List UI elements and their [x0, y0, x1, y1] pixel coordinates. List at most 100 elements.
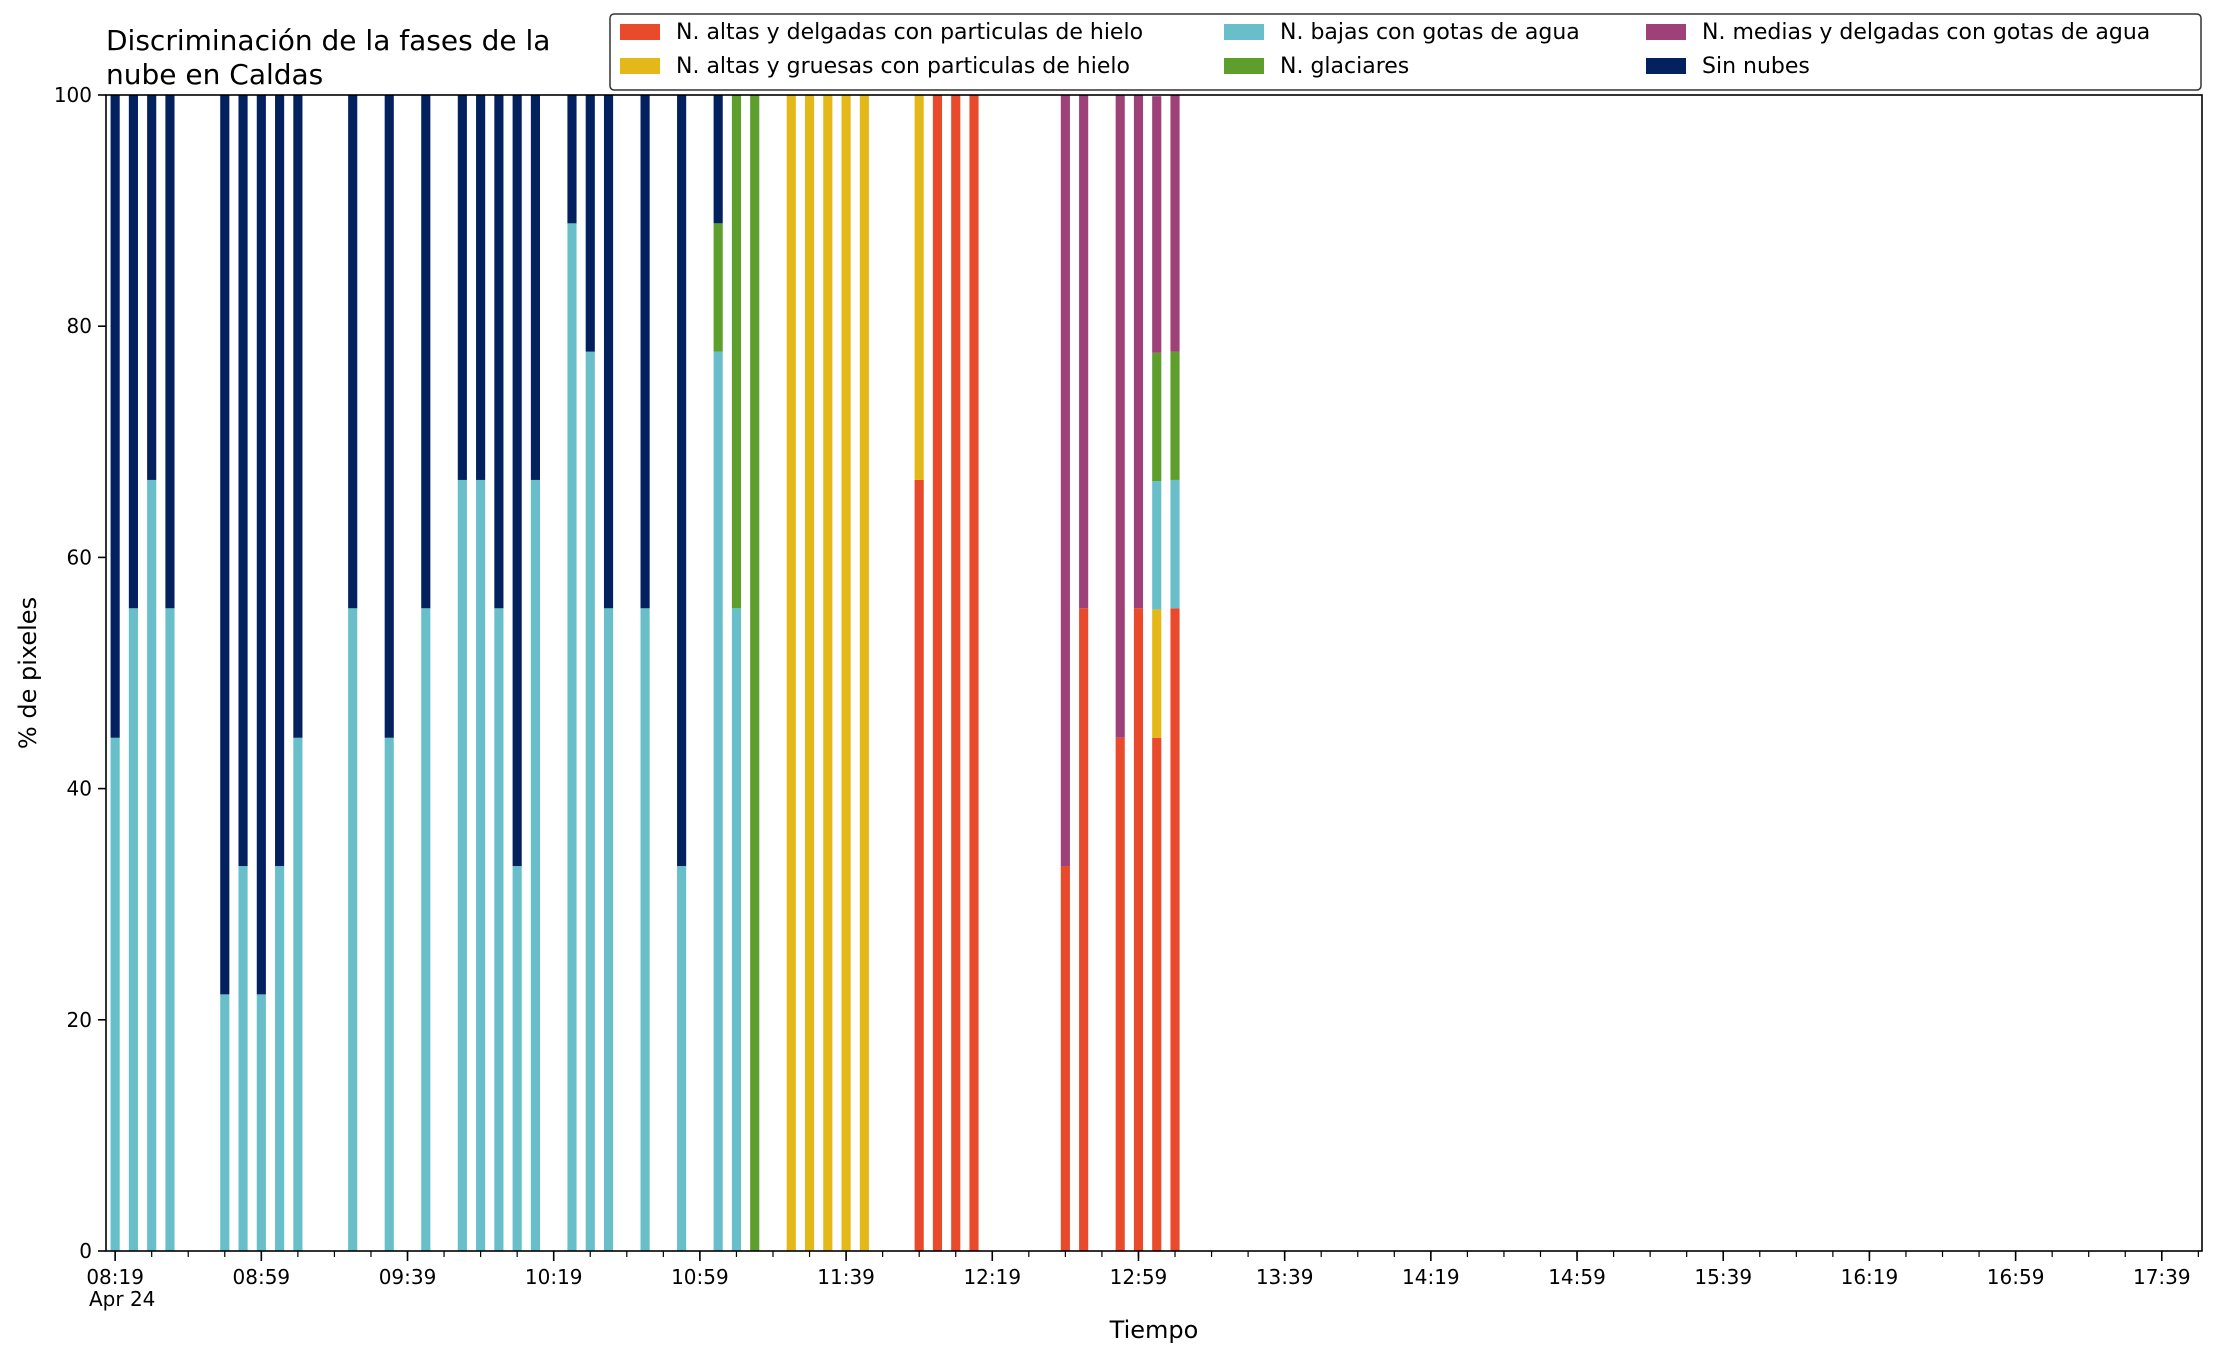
legend: N. altas y delgadas con particulas de hi… — [609, 13, 2202, 91]
legend-label-glaciares: N. glaciares — [1280, 54, 1409, 79]
bar-segment-bajas-11 — [421, 608, 431, 1251]
bar-segment-sin_nubes-10 — [384, 95, 394, 738]
bar-segment-bajas-23 — [731, 608, 742, 1251]
bars — [110, 95, 1180, 1251]
bar-segment-bajas-1 — [128, 608, 138, 1251]
x-tick-label-10: 14:59 — [1548, 1265, 1606, 1289]
y-tick-label-0: 0 — [79, 1239, 92, 1263]
bar-segment-sin_nubes-20 — [640, 95, 650, 609]
bar-segment-bajas-4 — [220, 994, 230, 1251]
y-tick-label-2: 40 — [67, 777, 92, 801]
bar-segment-bajas-9 — [348, 608, 358, 1251]
bar-segment-sin_nubes-21 — [677, 95, 687, 867]
bar-segment-bajas-10 — [384, 737, 394, 1251]
bar-segment-medias-37 — [1133, 95, 1144, 609]
bar-segment-sin_nubes-22 — [713, 95, 723, 224]
bar-segment-bajas-5 — [238, 866, 248, 1251]
bar-segment-medias-36 — [1115, 95, 1125, 738]
bar-segment-bajas-15 — [512, 866, 522, 1251]
legend-label-bajas: N. bajas con gotas de agua — [1280, 20, 1580, 45]
bar-segment-bajas-21 — [677, 866, 687, 1251]
bar-segment-altas_delgadas-32 — [951, 95, 961, 1251]
legend-label-sin_nubes: Sin nubes — [1702, 54, 1810, 79]
bar-segment-sin_nubes-17 — [567, 95, 577, 224]
bar-segment-sin_nubes-1 — [128, 95, 138, 609]
bar-segment-sin_nubes-8 — [293, 95, 303, 738]
bar-segment-bajas-18 — [585, 351, 595, 1251]
bar-segment-bajas-38 — [1152, 481, 1162, 610]
bar-segment-sin_nubes-18 — [585, 95, 595, 352]
bar-segment-altas_delgadas-33 — [969, 95, 979, 1251]
bar-segment-sin_nubes-15 — [512, 95, 522, 867]
bar-segment-medias-38 — [1152, 96, 1162, 353]
x-tick-label-3: 10:19 — [525, 1265, 583, 1289]
bar-segment-bajas-19 — [603, 608, 614, 1251]
plot-frame — [105, 94, 2203, 1252]
bar-segment-altas_delgadas-39 — [1170, 608, 1180, 1251]
legend-swatch-sin_nubes — [1646, 58, 1686, 74]
x-tick-label-11: 15:39 — [1694, 1265, 1752, 1289]
bar-segment-bajas-22 — [713, 351, 723, 1251]
bar-segment-altas_delgadas-36 — [1115, 737, 1125, 1251]
chart-title-line-1: Discriminación de la fases de la — [106, 24, 550, 57]
bar-segment-altas_gruesas-30 — [914, 95, 924, 480]
x-tick-label-12: 16:19 — [1841, 1265, 1899, 1289]
bar-segment-altas_gruesas-27 — [823, 95, 833, 1251]
bar-segment-bajas-2 — [147, 479, 157, 1251]
x-tick-label-2: 09:39 — [379, 1265, 437, 1289]
bar-segment-sin_nubes-19 — [603, 95, 614, 609]
x-tick-label-4: 10:59 — [671, 1265, 729, 1289]
bar-segment-sin_nubes-12 — [457, 95, 467, 480]
legend-swatch-glaciares — [1224, 58, 1264, 74]
bar-segment-bajas-17 — [567, 223, 577, 1251]
legend-swatch-bajas — [1224, 24, 1264, 40]
x-tick-label-13: 16:59 — [1987, 1265, 2045, 1289]
legend-swatch-medias — [1646, 24, 1686, 40]
y-axis: 0 20 40 60 80 100 — [54, 83, 106, 1263]
x-tick-label-14: 17:39 — [2133, 1265, 2191, 1289]
x-tick-label-0: 08:19 — [86, 1265, 144, 1289]
bar-segment-bajas-14 — [494, 608, 504, 1251]
chart-title: Discriminación de la fases de la nube en… — [106, 24, 550, 91]
bar-segment-sin_nubes-13 — [476, 95, 486, 480]
x-tick-label-8: 13:39 — [1256, 1265, 1314, 1289]
bar-segment-bajas-0 — [110, 737, 120, 1251]
bar-segment-altas_delgadas-31 — [932, 95, 943, 1251]
bar-segment-bajas-8 — [293, 737, 303, 1251]
x-axis-title: Tiempo — [1109, 1316, 1199, 1344]
bar-segment-bajas-12 — [457, 479, 467, 1251]
bar-segment-sin_nubes-11 — [421, 95, 431, 609]
bar-segment-bajas-13 — [476, 479, 486, 1251]
bar-segment-bajas-7 — [275, 866, 285, 1251]
legend-label-altas_gruesas: N. altas y gruesas con particulas de hie… — [676, 54, 1130, 79]
legend-swatch-altas_gruesas — [620, 58, 660, 74]
bar-segment-altas_delgadas-30 — [914, 479, 924, 1251]
bar-segment-bajas-3 — [165, 608, 175, 1251]
bar-segment-altas_gruesas-25 — [786, 95, 796, 1251]
bar-segment-bajas-20 — [640, 608, 650, 1251]
x-axis: 08:19 08:59 09:39 10:19 10:59 11:39 12:19 12:59… — [86, 1251, 2199, 1289]
x-tick-label-9: 14:19 — [1402, 1265, 1460, 1289]
bar-segment-glaciares-22 — [713, 223, 723, 352]
y-axis-title: % de pixeles — [14, 597, 42, 749]
x-tick-label-6: 12:19 — [963, 1265, 1021, 1289]
legend-label-altas_delgadas: N. altas y delgadas con particulas de hi… — [676, 20, 1143, 45]
bar-segment-glaciares-24 — [750, 95, 760, 1251]
bar-segment-glaciares-38 — [1152, 352, 1162, 482]
x-date-label: Apr 24 — [89, 1287, 155, 1311]
bar-segment-sin_nubes-2 — [147, 95, 157, 480]
bar-segment-medias-34 — [1060, 95, 1070, 867]
legend-label-medias: N. medias y delgadas con gotas de agua — [1702, 20, 2150, 45]
bar-segment-glaciares-39 — [1170, 351, 1180, 480]
bar-segment-medias-39 — [1170, 95, 1180, 352]
bar-segment-bajas-39 — [1170, 479, 1180, 609]
bar-segment-medias-35 — [1079, 95, 1089, 609]
bar-segment-sin_nubes-14 — [494, 95, 504, 609]
bar-segment-altas_delgadas-34 — [1060, 866, 1070, 1251]
y-tick-label-1: 20 — [67, 1008, 92, 1032]
bar-segment-sin_nubes-7 — [275, 95, 285, 867]
y-tick-label-4: 80 — [67, 314, 92, 338]
bar-segment-sin_nubes-9 — [348, 95, 358, 609]
y-tick-label-3: 60 — [67, 545, 92, 569]
